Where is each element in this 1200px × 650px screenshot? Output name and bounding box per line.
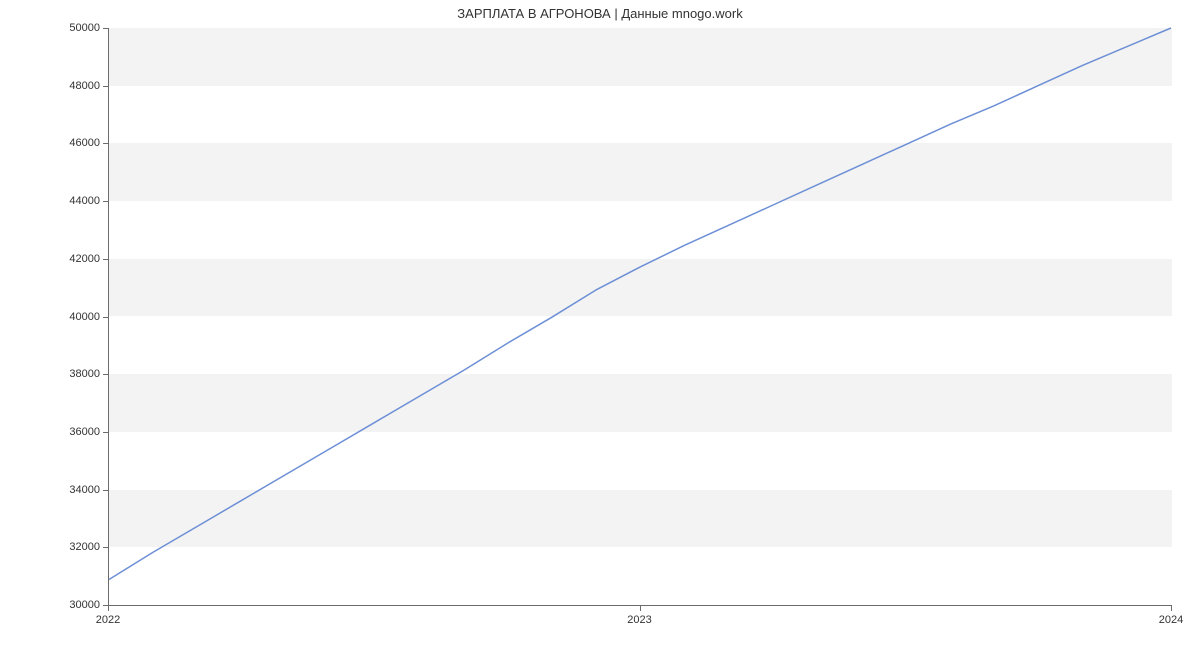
x-tick-mark	[640, 606, 641, 611]
plot-area	[108, 28, 1172, 606]
y-tick-label: 32000	[50, 541, 100, 553]
y-tick-mark	[103, 490, 108, 491]
y-tick-label: 40000	[50, 311, 100, 323]
y-tick-label: 34000	[50, 484, 100, 496]
y-tick-label: 38000	[50, 368, 100, 380]
y-tick-label: 30000	[50, 599, 100, 611]
x-tick-label: 2022	[96, 614, 120, 626]
y-tick-mark	[103, 143, 108, 144]
y-tick-mark	[103, 86, 108, 87]
y-tick-label: 46000	[50, 137, 100, 149]
y-tick-label: 42000	[50, 253, 100, 265]
salary-chart: ЗАРПЛАТА В АГРОНОВА | Данные mnogo.work …	[0, 0, 1200, 650]
y-tick-label: 48000	[50, 80, 100, 92]
y-tick-mark	[103, 28, 108, 29]
y-tick-label: 50000	[50, 22, 100, 34]
x-tick-mark	[108, 606, 109, 611]
x-tick-label: 2023	[627, 614, 651, 626]
y-tick-mark	[103, 432, 108, 433]
salary-line	[109, 28, 1171, 580]
y-tick-mark	[103, 547, 108, 548]
y-tick-mark	[103, 317, 108, 318]
x-tick-label: 2024	[1159, 614, 1183, 626]
y-tick-mark	[103, 374, 108, 375]
chart-title: ЗАРПЛАТА В АГРОНОВА | Данные mnogo.work	[0, 6, 1200, 21]
y-tick-label: 36000	[50, 426, 100, 438]
y-tick-mark	[103, 201, 108, 202]
y-tick-label: 44000	[50, 195, 100, 207]
x-tick-mark	[1171, 606, 1172, 611]
y-tick-mark	[103, 259, 108, 260]
line-layer	[109, 28, 1172, 605]
